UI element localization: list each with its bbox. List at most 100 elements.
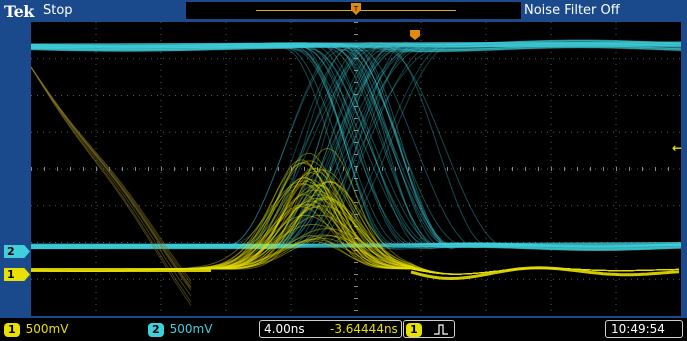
grid-dot [290,112,292,113]
grid-dot [325,58,326,60]
grid-dot [290,214,292,215]
brand-logo: Tek [4,2,34,21]
grid-dot [607,205,608,207]
grid-dot [565,242,566,243]
trigger-level-icon[interactable]: ← [672,141,683,155]
ch1-ground-marker[interactable]: 1 [4,268,30,281]
grid-dot [223,242,224,243]
grid-dot [211,205,212,207]
grid-dot [290,118,292,119]
grid-dot [169,58,170,60]
grid-dot [95,148,97,149]
grid-tick [354,178,358,179]
grid-dot [391,58,392,60]
grid-dot [475,278,476,280]
grid-dot [481,131,482,133]
grid-dot [420,268,422,269]
grid-dot [61,168,62,170]
grid-dot [379,168,380,170]
grid-dot [550,280,552,281]
grid-dot [95,118,97,119]
grid-dot [225,184,227,185]
grid-dot [79,278,80,280]
grid-dot [615,160,617,161]
grid-dot [225,262,227,263]
grid-dot [225,286,227,287]
grid-dot [290,40,292,41]
grid-dot [615,202,617,203]
grid-dot [550,136,552,137]
grid-dot [615,226,617,227]
grid-dot [679,205,680,207]
grid-dot [415,168,416,170]
grid-dot [485,256,487,257]
grid-dot [277,58,278,60]
grid-dot [175,95,176,96]
grid-dot [241,58,242,60]
grid-dot [290,178,292,179]
grid-dot [43,242,44,243]
grid-dot [290,148,292,149]
grid-dot [133,168,134,170]
grid-dot [205,95,206,96]
grid-dot [225,76,227,77]
grid-dot [181,58,182,60]
grid-dot [601,58,602,60]
grid-dot [409,205,410,207]
grid-tick [354,166,358,167]
grid-dot [361,205,362,207]
grid-dot [109,278,110,280]
grid-dot [463,168,464,170]
ch2-trace [31,45,681,249]
grid-dot [211,95,212,96]
grid-dot [67,131,68,133]
grid-dot [481,168,482,170]
grid-dot [481,242,482,243]
grid-dot [160,286,162,287]
grid-dot [301,95,302,96]
grid-tick [447,167,448,171]
ch1-scale-readout[interactable]: 1 500mV [4,322,68,337]
grid-dot [409,242,410,243]
grid-dot [373,205,374,207]
grid-dot [550,154,552,155]
grid-dot [225,304,227,305]
grid-dot [607,95,608,96]
grid-dot [95,286,97,287]
grid-dot [217,95,218,96]
grid-dot [661,278,662,280]
grid-dot [433,242,434,243]
grid-dot [133,278,134,280]
grid-dot [290,70,292,71]
grid-dot [271,95,272,96]
grid-dot [403,168,404,170]
grid-dot [95,226,97,227]
grid-dot [420,292,422,293]
grid-dot [115,131,116,133]
grid-dot [225,292,227,293]
grid-dot [259,58,260,60]
grid-dot [367,242,368,243]
grid-tick [354,142,358,143]
waveform-display[interactable] [31,22,681,316]
grid-dot [217,131,218,133]
grid-dot [160,106,162,107]
ch2-ground-marker[interactable]: 2 [4,245,30,258]
trigger-readout[interactable]: 1 [403,320,455,338]
grid-dot [181,95,182,96]
horizontal-readout[interactable]: 4.00ns -3.64444ns [259,320,402,338]
grid-dot [367,131,368,133]
grid-dot [355,76,357,77]
grid-dot [615,112,617,113]
grid-tick [213,167,214,171]
grid-dot [550,52,552,53]
grid-dot [290,100,292,101]
grid-dot [160,76,162,77]
grid-dot [485,166,487,167]
ch2-scale-readout[interactable]: 2 500mV [148,322,212,337]
grid-dot [373,278,374,280]
grid-dot [55,242,56,243]
grid-dot [43,131,44,133]
grid-dot [181,205,182,207]
grid-dot [91,278,92,280]
